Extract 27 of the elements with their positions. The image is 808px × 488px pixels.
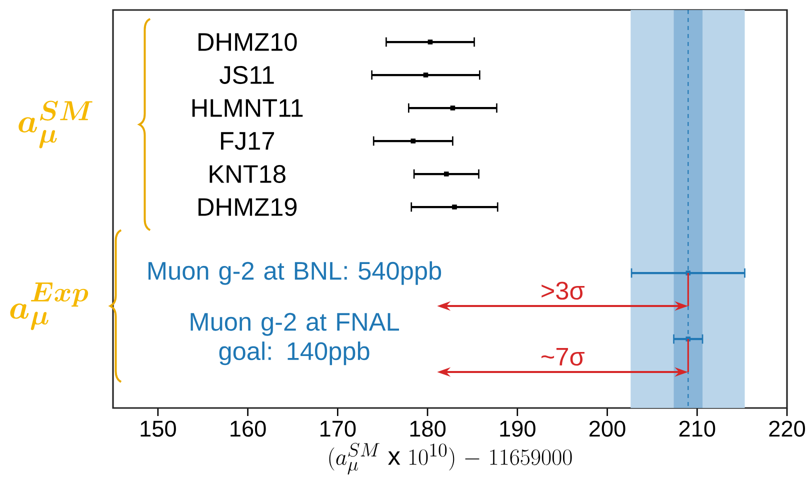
y-tick-label: HLMNT11 bbox=[192, 99, 303, 117]
y-tick-label: KNT18 bbox=[210, 165, 286, 183]
x-tick-label: 170 bbox=[320, 420, 356, 437]
x-tick-label: 200 bbox=[590, 420, 626, 437]
point bbox=[423, 72, 428, 78]
y-tick-label: DHMZ10 bbox=[198, 33, 297, 51]
x-tick-label: 220 bbox=[769, 420, 806, 437]
y-tick-label: FJ17 bbox=[221, 132, 274, 150]
annotation: >3σ bbox=[542, 282, 584, 300]
point bbox=[444, 172, 449, 176]
x-tick-label: 180 bbox=[410, 420, 446, 437]
point bbox=[450, 106, 456, 110]
text: $a_{\mu}^{Exp}$ bbox=[10, 282, 88, 330]
x-tick-label: 190 bbox=[500, 420, 536, 437]
text: $a_{\mu}^{SM}$ bbox=[18, 100, 92, 148]
x-axis-title: $(a_{\mu}^{SM}\ \mathrm{x}\ 10^{10})\ \mathrm{-}\ 11659000$ bbox=[329, 442, 572, 475]
y-tick-label: Muon g-2 at BNL: 540ppb bbox=[148, 261, 442, 285]
y-tick-label: DHMZ19 bbox=[198, 198, 297, 216]
annotation: ~7σ bbox=[542, 348, 584, 366]
x-tick-label: 150 bbox=[140, 420, 176, 437]
y-tick-label: Muon g-2 at FNAL goal: 140ppb bbox=[190, 312, 400, 366]
point bbox=[410, 138, 416, 144]
point bbox=[428, 40, 433, 44]
x-tick-label: 210 bbox=[679, 420, 716, 437]
point bbox=[452, 204, 457, 210]
x-tick-label: 160 bbox=[230, 420, 266, 437]
y-tick-label: JS11 bbox=[220, 66, 274, 84]
